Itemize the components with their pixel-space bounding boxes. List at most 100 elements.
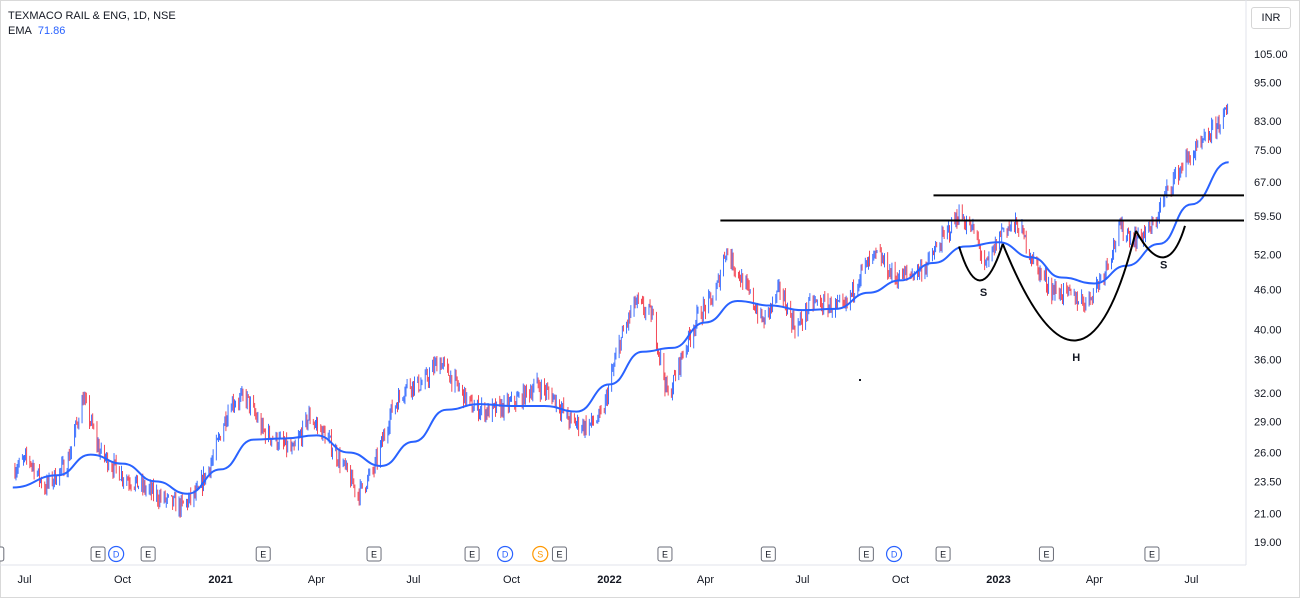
- earnings-marker: E: [760, 546, 776, 562]
- price-tick-label: 95.00: [1254, 78, 1282, 90]
- time-tick-label: 2022: [597, 574, 621, 586]
- price-tick-label: 52.00: [1254, 250, 1282, 262]
- time-tick-label: Oct: [892, 574, 909, 586]
- price-tick-label: 40.00: [1254, 324, 1282, 336]
- pattern-curve: [958, 243, 1004, 282]
- earnings-marker-letter: E: [145, 550, 151, 560]
- earnings-marker-letter: E: [260, 550, 266, 560]
- price-tick-label: 75.00: [1254, 145, 1282, 157]
- earnings-marker: E: [1038, 546, 1054, 562]
- earnings-marker: E: [464, 546, 480, 562]
- event-marker-circle: [497, 545, 514, 563]
- ema-line: [12, 161, 1229, 495]
- earnings-marker: E: [90, 546, 106, 562]
- time-tick-label: Apr: [308, 574, 325, 586]
- time-tick-label: Apr: [1086, 574, 1103, 586]
- pattern-label: S: [980, 287, 987, 299]
- currency-button[interactable]: INR: [1251, 7, 1291, 29]
- earnings-marker-box: [657, 546, 673, 562]
- dividend-marker: D: [497, 545, 514, 563]
- earnings-marker-box: [0, 546, 5, 562]
- earnings-marker-box: [464, 546, 480, 562]
- earnings-marker-letter: E: [556, 550, 562, 560]
- earnings-marker: E: [551, 546, 567, 562]
- symbol-title[interactable]: TEXMACO RAIL & ENG, 1D, NSE: [8, 10, 176, 22]
- earnings-marker-letter: E: [95, 550, 101, 560]
- pattern-label: H: [1072, 352, 1080, 364]
- event-markers: EEDEEEEDSEEEEDEEE: [0, 545, 1160, 563]
- earnings-marker-box: [551, 546, 567, 562]
- earnings-marker: E: [858, 546, 874, 562]
- earnings-marker-letter: E: [940, 550, 946, 560]
- earnings-marker-box: [90, 546, 106, 562]
- earnings-marker-letter: E: [1149, 550, 1155, 560]
- price-tick-label: 26.00: [1254, 447, 1282, 459]
- price-tick-label: 36.00: [1254, 355, 1282, 367]
- earnings-marker-letter: E: [662, 550, 668, 560]
- earnings-marker: E: [255, 546, 271, 562]
- time-tick-label: Jul: [795, 574, 809, 586]
- earnings-marker-box: [1038, 546, 1054, 562]
- earnings-marker-box: [255, 546, 271, 562]
- event-marker-letter: D: [502, 550, 509, 560]
- earnings-marker: E: [366, 546, 382, 562]
- dividend-marker: D: [108, 545, 125, 563]
- earnings-marker-box: [858, 546, 874, 562]
- resistance-lines: [720, 194, 1244, 222]
- time-tick-label: Oct: [114, 574, 131, 586]
- event-marker-circle: [108, 545, 125, 563]
- time-tick-label: 2021: [208, 574, 232, 586]
- price-tick-label: 23.50: [1254, 476, 1282, 488]
- price-tick-label: 46.00: [1254, 285, 1282, 297]
- earnings-marker: E: [140, 546, 156, 562]
- pattern-curve: [1135, 225, 1186, 259]
- time-tick-label: Jul: [17, 574, 31, 586]
- time-tick-label: Jul: [1184, 574, 1198, 586]
- ema-value: 71.86: [37, 25, 66, 37]
- time-axis: Jul Oct 2021 Apr Jul Oct 2022 Apr Jul Oct 2023 Apr J…: [0, 564, 1246, 586]
- earnings-marker-letter: E: [469, 550, 475, 560]
- chart-legend: TEXMACO RAIL & ENG, 1D, NSE EMA 71.86: [8, 9, 176, 39]
- head-shoulders-curves: [958, 225, 1186, 342]
- price-axis: 105.00 95.00 83.00 75.00 67.00 59.50 52.00 46.0…: [1245, 0, 1288, 565]
- split-marker: S: [532, 545, 549, 563]
- earnings-marker-letter: E: [371, 550, 377, 560]
- price-tick-label: 21.00: [1254, 508, 1282, 520]
- earnings-marker: E: [0, 546, 5, 562]
- price-tick-label: 59.50: [1254, 211, 1282, 223]
- time-tick-label: Jul: [406, 574, 420, 586]
- earnings-marker-box: [935, 546, 951, 562]
- price-tick-label: 32.00: [1254, 388, 1282, 400]
- earnings-marker-box: [366, 546, 382, 562]
- earnings-marker-box: [1144, 546, 1160, 562]
- price-tick-label: 105.00: [1254, 49, 1288, 61]
- pattern-curve: [1001, 230, 1137, 342]
- price-tick-label: 29.00: [1254, 416, 1282, 428]
- time-tick-label: Apr: [697, 574, 714, 586]
- earnings-marker: E: [935, 546, 951, 562]
- earnings-marker-letter: E: [765, 550, 771, 560]
- earnings-marker-letter: E: [863, 550, 869, 560]
- price-tick-label: 83.00: [1254, 116, 1282, 128]
- earnings-marker-letter: E: [1043, 550, 1049, 560]
- earnings-marker: E: [1144, 546, 1160, 562]
- ema-label: EMA: [8, 25, 32, 37]
- event-marker-circle: [532, 545, 549, 563]
- time-tick-label: Oct: [503, 574, 520, 586]
- price-tick-label: 19.00: [1254, 537, 1282, 549]
- candlestick-series: [14, 103, 1229, 518]
- price-tick-label: 67.00: [1254, 177, 1282, 189]
- pattern-label: S: [1160, 260, 1167, 272]
- event-marker-letter: S: [537, 550, 543, 560]
- earnings-marker: E: [657, 546, 673, 562]
- ema-legend[interactable]: EMA 71.86: [8, 24, 176, 39]
- time-tick-label: 2023: [986, 574, 1010, 586]
- dividend-marker: D: [885, 545, 903, 563]
- event-marker-circle: [885, 545, 903, 563]
- event-marker-letter: D: [891, 550, 898, 560]
- pattern-labels: S H S: [859, 260, 1167, 381]
- event-marker-letter: D: [113, 550, 120, 560]
- earnings-marker-box: [760, 546, 776, 562]
- dot-marker: [859, 379, 861, 381]
